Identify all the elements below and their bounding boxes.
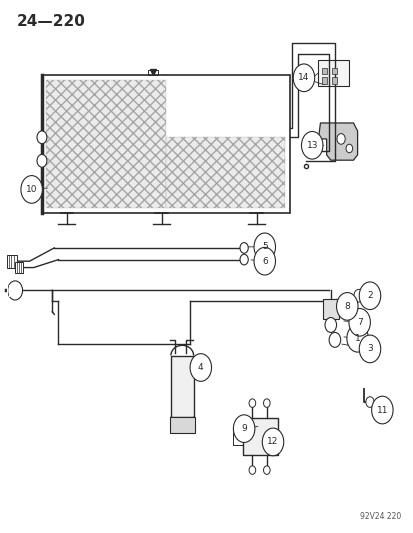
Text: 3: 3	[366, 344, 372, 353]
Circle shape	[301, 132, 322, 159]
Bar	[321, 68, 326, 74]
Polygon shape	[318, 123, 357, 160]
Bar	[15, 262, 23, 273]
Bar	[321, 77, 326, 84]
Circle shape	[240, 254, 248, 265]
Circle shape	[348, 309, 370, 336]
Circle shape	[37, 155, 47, 167]
Bar	[232, 429, 242, 445]
Bar	[42, 75, 289, 213]
Circle shape	[254, 247, 275, 275]
Circle shape	[262, 428, 283, 456]
Circle shape	[249, 466, 255, 474]
Circle shape	[346, 325, 368, 352]
Circle shape	[365, 397, 373, 407]
Text: 12: 12	[267, 438, 278, 447]
Bar	[148, 70, 158, 75]
Circle shape	[263, 466, 269, 474]
Text: 7: 7	[356, 318, 362, 327]
Circle shape	[345, 144, 352, 153]
Circle shape	[324, 318, 336, 333]
Text: 24—220: 24—220	[17, 14, 86, 29]
Circle shape	[358, 335, 380, 363]
Circle shape	[240, 243, 248, 253]
Bar	[171, 356, 193, 417]
Text: 14: 14	[297, 73, 309, 82]
Text: 13: 13	[306, 141, 317, 150]
Text: 4: 4	[197, 363, 203, 372]
Circle shape	[37, 131, 47, 144]
Circle shape	[358, 282, 380, 310]
Text: 1: 1	[354, 334, 360, 343]
Polygon shape	[46, 80, 165, 208]
Bar	[242, 418, 278, 455]
Text: 92V24 220: 92V24 220	[359, 512, 400, 521]
Text: 9: 9	[241, 424, 247, 433]
Text: 5: 5	[261, 243, 267, 252]
Bar	[7, 255, 17, 268]
Text: 11: 11	[376, 406, 387, 415]
Circle shape	[371, 396, 392, 424]
Text: 10: 10	[26, 185, 37, 194]
Circle shape	[249, 399, 255, 407]
Circle shape	[353, 289, 363, 302]
Bar	[318, 60, 349, 86]
Bar	[322, 300, 338, 319]
Circle shape	[190, 354, 211, 381]
Circle shape	[21, 175, 42, 203]
Polygon shape	[165, 138, 285, 208]
Circle shape	[233, 415, 254, 442]
Bar	[169, 417, 194, 433]
Text: 2: 2	[366, 291, 372, 300]
Circle shape	[336, 293, 357, 320]
Circle shape	[336, 134, 344, 144]
Bar	[331, 77, 336, 84]
Bar	[331, 68, 336, 74]
Circle shape	[8, 281, 22, 300]
Circle shape	[292, 64, 314, 92]
Text: 6: 6	[261, 257, 267, 265]
Text: 8: 8	[344, 302, 349, 311]
Circle shape	[328, 333, 340, 348]
Circle shape	[254, 233, 275, 261]
Circle shape	[263, 399, 269, 407]
